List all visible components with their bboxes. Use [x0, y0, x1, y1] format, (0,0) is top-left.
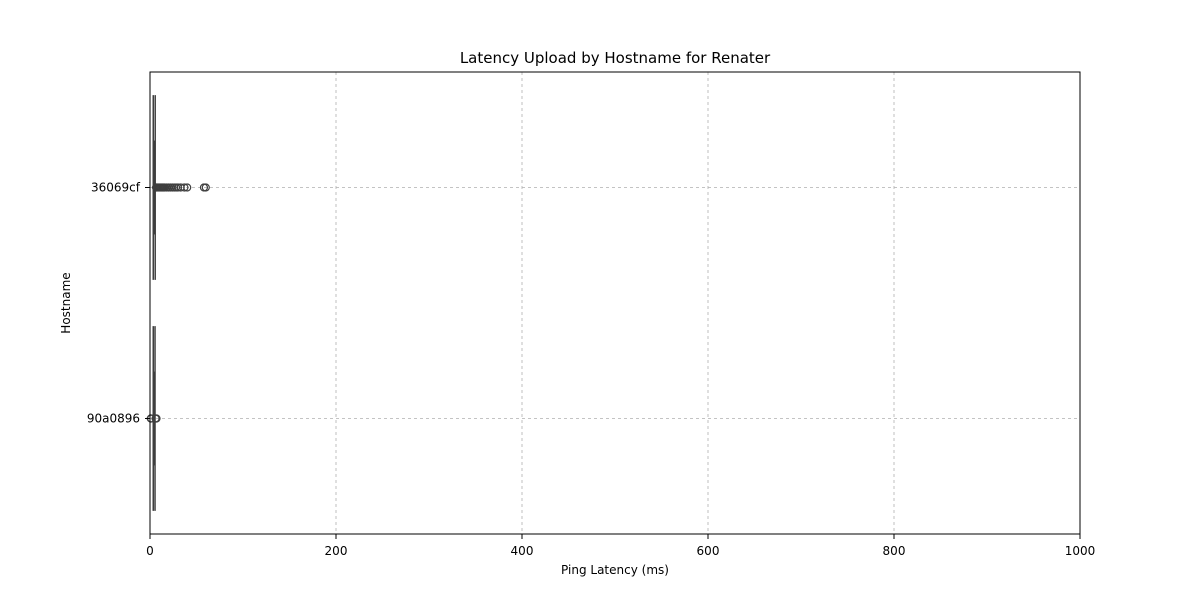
- box-36069cf: [151, 95, 210, 280]
- outlier-point: [152, 414, 161, 423]
- y-tick-label: 36069cf: [91, 181, 141, 195]
- grid: [150, 72, 1080, 534]
- x-axis-label: Ping Latency (ms): [561, 563, 669, 577]
- y-axis-label: Hostname: [59, 272, 73, 333]
- chart-title: Latency Upload by Hostname for Renater: [460, 49, 771, 67]
- x-tick-label: 800: [883, 544, 906, 558]
- x-tick-label: 600: [697, 544, 720, 558]
- box-layer: [146, 95, 210, 511]
- axes: 0 200 400 600 800 1000 36069cf 90a0896: [87, 181, 1095, 559]
- x-tick-label: 1000: [1065, 544, 1096, 558]
- outlier-point: [201, 183, 210, 192]
- outlier-point: [183, 183, 192, 192]
- box-90a0896: [146, 326, 161, 511]
- x-tick-label: 400: [511, 544, 534, 558]
- x-tick-label: 0: [146, 544, 154, 558]
- outlier-point: [180, 183, 189, 192]
- x-tick-label: 200: [325, 544, 348, 558]
- y-tick-label: 90a0896: [87, 412, 140, 426]
- plot-frame: [149, 71, 1081, 535]
